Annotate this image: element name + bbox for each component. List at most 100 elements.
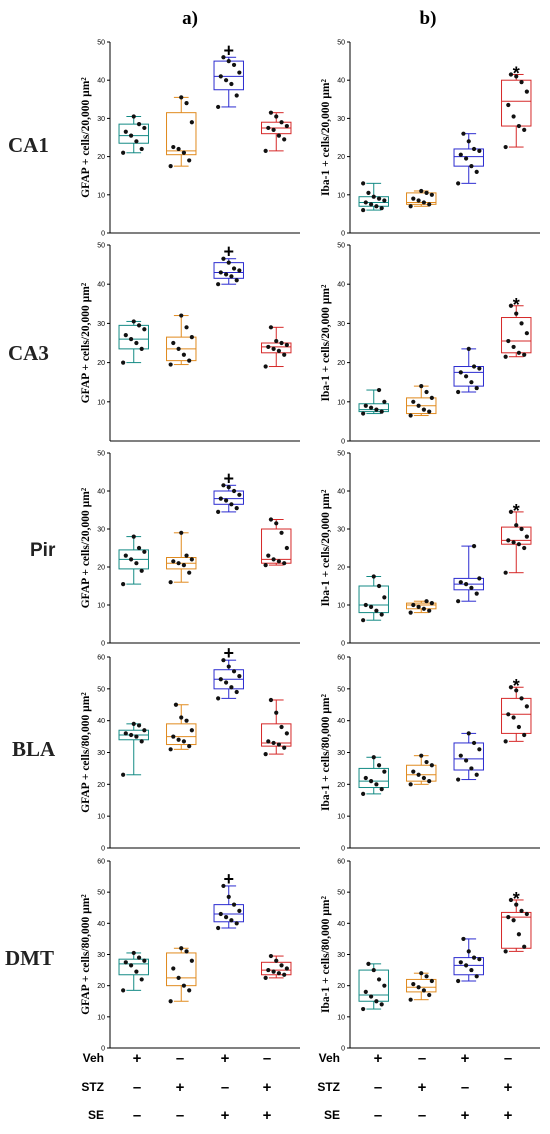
data-point — [463, 156, 469, 161]
data-point — [263, 975, 268, 980]
data-point — [216, 925, 221, 931]
data-point — [229, 502, 234, 507]
data-point — [184, 101, 189, 106]
y-tick-label: 0 — [341, 846, 345, 853]
data-point — [474, 385, 479, 391]
data-point — [142, 728, 147, 733]
treatment-symbol: – — [221, 1079, 229, 1096]
data-point — [524, 704, 529, 709]
data-point — [179, 946, 184, 951]
data-point — [461, 936, 466, 942]
data-point — [363, 989, 368, 995]
data-point — [181, 983, 187, 988]
y-tick-label: 30 — [337, 750, 345, 757]
data-point — [136, 323, 142, 328]
data-point — [516, 350, 522, 355]
data-point — [284, 966, 289, 971]
data-point — [263, 148, 268, 153]
data-point — [474, 591, 479, 596]
data-point — [411, 196, 416, 201]
panel-BLA-b: 0 10 20 30 40 50 60 Iba-1 + cells/80,000 µm² * — [320, 655, 540, 853]
data-point — [416, 772, 421, 777]
y-tick-label: 50 — [97, 890, 105, 897]
panel-CA3-a: 10 20 30 40 50 GFAP + cells/20,000 µm² + — [80, 242, 300, 442]
data-point — [371, 194, 376, 199]
data-point — [524, 911, 529, 917]
data-point — [374, 407, 379, 412]
data-point — [458, 580, 463, 585]
y-tick-label: 0 — [341, 641, 345, 648]
y-tick-label: 40 — [97, 78, 105, 85]
data-point — [229, 685, 234, 690]
data-point — [424, 389, 429, 395]
y-tick-label: 0 — [101, 1046, 105, 1053]
data-point — [268, 110, 274, 115]
y-tick-label: 50 — [97, 243, 105, 250]
panel-CA1-b: 0 10 20 30 40 50 Iba-1 + cells/20,000 µm² * — [320, 40, 540, 238]
data-point — [237, 268, 242, 273]
data-point — [134, 139, 139, 144]
data-point — [179, 95, 184, 100]
y-tick-label: 40 — [97, 921, 105, 928]
data-point — [173, 702, 179, 707]
box — [166, 723, 197, 746]
box — [118, 123, 149, 144]
data-point — [469, 380, 474, 385]
data-point — [363, 403, 368, 408]
y-tick-label: 50 — [337, 451, 345, 458]
box — [501, 317, 532, 354]
data-point — [282, 745, 287, 750]
data-point — [226, 59, 231, 64]
y-axis-label: Iba-1 + cells/20,000 µm² — [320, 78, 332, 195]
data-point — [231, 266, 237, 271]
data-point — [171, 559, 176, 564]
data-point — [276, 742, 282, 747]
data-point — [189, 120, 194, 125]
data-point — [508, 72, 514, 77]
data-point — [218, 74, 223, 79]
treatment-symbol: – — [176, 1050, 184, 1067]
data-point — [184, 325, 189, 330]
treatment-symbol: + — [263, 1107, 272, 1124]
y-tick-label: 50 — [337, 40, 345, 47]
data-point — [282, 352, 287, 357]
data-point — [458, 152, 463, 157]
data-point — [187, 744, 192, 749]
data-point — [427, 608, 432, 613]
data-point — [276, 133, 282, 138]
data-point — [187, 158, 192, 163]
panel-CA1-a: 0 10 20 30 40 50 GFAP + cells/20,000 µm² + — [80, 40, 300, 238]
data-point — [221, 55, 226, 60]
panel-Pir-a: 0 10 20 30 40 50 GFAP + cells/20,000 µm² + — [80, 451, 300, 648]
data-point — [471, 146, 477, 152]
y-tick-label: 40 — [337, 718, 345, 725]
data-point — [363, 602, 368, 608]
data-point — [136, 723, 142, 728]
data-point — [456, 978, 461, 984]
significance-marker: + — [223, 869, 234, 889]
significance-marker: * — [513, 63, 520, 83]
data-point — [522, 944, 527, 949]
treatment-symbol: + — [418, 1079, 427, 1096]
data-point — [424, 974, 429, 979]
data-point — [184, 718, 189, 723]
treatment-symbol: + — [263, 1079, 272, 1096]
treatment-symbol: – — [418, 1050, 426, 1067]
data-point — [368, 994, 374, 999]
data-point — [408, 204, 413, 209]
data-point — [466, 346, 471, 351]
treatment-symbol: – — [263, 1050, 271, 1067]
data-point — [184, 949, 189, 954]
data-point — [463, 963, 469, 968]
data-point — [379, 787, 384, 792]
treatment-symbol: – — [133, 1107, 141, 1124]
data-point — [469, 766, 474, 771]
data-point — [456, 389, 461, 395]
data-point — [189, 728, 194, 733]
y-axis-label: GFAP + cells/20,000 µm² — [80, 282, 92, 403]
y-tick-label: 20 — [97, 565, 105, 572]
data-point — [411, 982, 416, 987]
data-point — [424, 759, 429, 765]
data-point — [221, 483, 226, 488]
data-point — [421, 200, 427, 205]
